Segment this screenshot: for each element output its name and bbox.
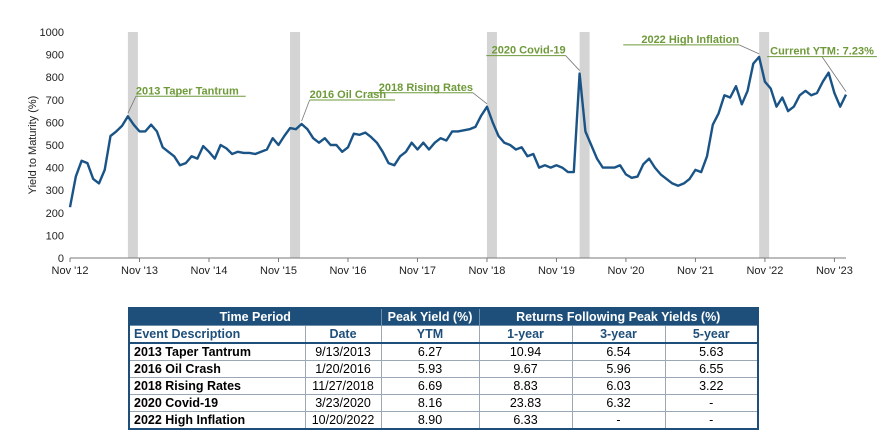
x-tick-label: Nov '23	[816, 265, 853, 277]
x-tick-label: Nov '18	[468, 265, 505, 277]
annotation-leader	[565, 55, 580, 71]
header-date: Date	[304, 325, 382, 344]
shaded-period	[486, 32, 497, 258]
y-tick-label: 1000	[40, 27, 64, 39]
cell-event: 2022 High Inflation	[128, 411, 306, 430]
cell-event: 2020 Covid-19	[128, 394, 306, 412]
cell-5-year: 6.55	[664, 360, 759, 378]
cell-3-year: 6.03	[571, 377, 666, 395]
x-axis: Nov '12 Nov '13 Nov '14 Nov '15 Nov '16 Nov '…	[52, 258, 853, 277]
cell-ytm: 6.27	[380, 342, 480, 361]
cell-ytm: 8.90	[380, 411, 480, 430]
series-line-group	[68, 55, 848, 208]
shaded-period	[759, 32, 770, 258]
cell-5-year: -	[664, 394, 759, 412]
cell-5-year: 3.22	[664, 377, 759, 395]
cell-ytm: 6.69	[380, 377, 480, 395]
header-returns: Returns Following Peak Yields (%)	[478, 307, 759, 326]
yield-chart: 0 100 200 300 400 500 600 700 800 900 1000 Nov '12…	[27, 27, 877, 277]
cell-ytm: 8.16	[380, 394, 480, 412]
x-tick-label: Nov '19	[538, 265, 575, 277]
cell-date: 10/20/2022	[304, 411, 382, 430]
annotation-label: 2018 Rising Rates	[379, 82, 473, 94]
cell-5-year: 5.63	[664, 342, 759, 361]
header-time-period: Time Period	[128, 307, 382, 326]
cell-1-year: 8.83	[478, 377, 573, 395]
cell-1-year: 23.83	[478, 394, 573, 412]
annotation-leader	[301, 99, 311, 122]
header-event-description: Event Description	[128, 325, 306, 344]
y-tick-label: 300	[46, 185, 64, 197]
cell-event: 2018 Rising Rates	[128, 377, 306, 395]
cell-1-year: 10.94	[478, 342, 573, 361]
cell-date: 1/20/2016	[304, 360, 382, 378]
annotation-leader	[472, 92, 488, 105]
header-peak-yield: Peak Yield (%)	[380, 307, 480, 326]
annotation-label: Current YTM: 7.23%	[770, 46, 874, 58]
header-1-year: 1-year	[478, 325, 573, 344]
y-tick-label: 400	[46, 163, 64, 175]
cell-3-year: 5.96	[571, 360, 666, 378]
x-tick-label: Nov '13	[121, 265, 158, 277]
cell-1-year: 9.67	[478, 360, 573, 378]
y-tick-label: 700	[46, 95, 64, 107]
peak-yield-table: Time Period Peak Yield (%) Returns Follo…	[128, 307, 759, 430]
table-row: 2013 Taper Tantrum 9/13/2013 6.27 10.94 …	[128, 342, 759, 361]
annotation-label: 2013 Taper Tantrum	[136, 85, 239, 97]
x-tick-label: Nov '21	[677, 265, 714, 277]
shaded-period	[127, 32, 138, 258]
cell-date: 11/27/2018	[304, 377, 382, 395]
cell-5-year: -	[664, 411, 759, 430]
table-header-row-1: Time Period Peak Yield (%) Returns Follo…	[128, 307, 759, 326]
header-ytm: YTM	[380, 325, 480, 344]
y-axis: 0 100 200 300 400 500 600 700 800 900 1000	[40, 27, 846, 265]
x-tick-label: Nov '16	[329, 265, 366, 277]
y-tick-label: 900	[46, 50, 64, 62]
shaded-periods	[127, 32, 770, 258]
cell-3-year: 6.54	[571, 342, 666, 361]
y-tick-label: 0	[58, 253, 64, 265]
x-tick-label: Nov '17	[399, 265, 436, 277]
cell-ytm: 5.93	[380, 360, 480, 378]
y-tick-label: 600	[46, 117, 64, 129]
table-row: 2016 Oil Crash 1/20/2016 5.93 9.67 5.96 …	[128, 360, 759, 378]
annotation-label: 2022 High Inflation	[641, 34, 739, 46]
x-tick-label: Nov '14	[191, 265, 228, 277]
header-3-year: 3-year	[571, 325, 666, 344]
annotation-label: 2016 Oil Crash	[310, 89, 387, 101]
table-row: 2018 Rising Rates 11/27/2018 6.69 8.83 6…	[128, 377, 759, 395]
cell-event: 2016 Oil Crash	[128, 360, 306, 378]
shaded-period	[579, 32, 590, 258]
y-tick-label: 800	[46, 72, 64, 84]
cell-3-year: -	[571, 411, 666, 430]
y-axis-label: Yield to Maturity (%)	[27, 96, 39, 195]
x-tick-label: Nov '20	[607, 265, 644, 277]
annotation-leader	[821, 56, 847, 92]
shaded-period	[290, 32, 301, 258]
table-header-row-2: Event Description Date YTM 1-year 3-year…	[128, 325, 759, 344]
cell-3-year: 6.32	[571, 394, 666, 412]
cell-event: 2013 Taper Tantrum	[128, 342, 306, 361]
y-tick-label: 500	[46, 140, 64, 152]
header-5-year: 5-year	[664, 325, 759, 344]
series-line	[68, 55, 848, 208]
y-tick-label: 200	[46, 208, 64, 220]
cell-1-year: 6.33	[478, 411, 573, 430]
x-tick-label: Nov '15	[260, 265, 297, 277]
annotation-leader	[738, 44, 760, 55]
cell-date: 3/23/2020	[304, 394, 382, 412]
x-tick-label: Nov '22	[746, 265, 783, 277]
y-tick-label: 100	[46, 230, 64, 242]
cell-date: 9/13/2013	[304, 342, 382, 361]
x-tick-label: Nov '12	[52, 265, 89, 277]
table-row: 2022 High Inflation 10/20/2022 8.90 6.33…	[128, 411, 759, 430]
annotation-leader	[127, 96, 137, 114]
annotation-label: 2020 Covid-19	[492, 45, 566, 57]
table-row: 2020 Covid-19 3/23/2020 8.16 23.83 6.32 …	[128, 394, 759, 412]
